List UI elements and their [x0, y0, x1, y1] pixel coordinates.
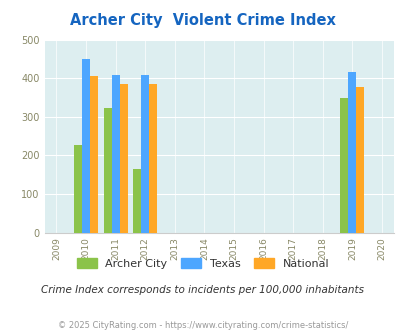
Text: Archer City  Violent Crime Index: Archer City Violent Crime Index	[70, 13, 335, 28]
Bar	[339, 98, 347, 233]
Bar	[119, 84, 127, 233]
Legend: Archer City, Texas, National: Archer City, Texas, National	[77, 258, 328, 269]
Bar	[356, 87, 363, 233]
Bar	[74, 145, 82, 233]
Bar	[103, 108, 111, 233]
Text: Crime Index corresponds to incidents per 100,000 inhabitants: Crime Index corresponds to incidents per…	[41, 285, 364, 295]
Bar	[90, 76, 98, 233]
Bar	[347, 72, 356, 233]
Bar	[149, 84, 157, 233]
Bar	[111, 75, 119, 233]
Bar	[133, 169, 141, 233]
Bar	[82, 59, 90, 233]
Text: © 2025 CityRating.com - https://www.cityrating.com/crime-statistics/: © 2025 CityRating.com - https://www.city…	[58, 321, 347, 330]
Bar	[141, 75, 149, 233]
